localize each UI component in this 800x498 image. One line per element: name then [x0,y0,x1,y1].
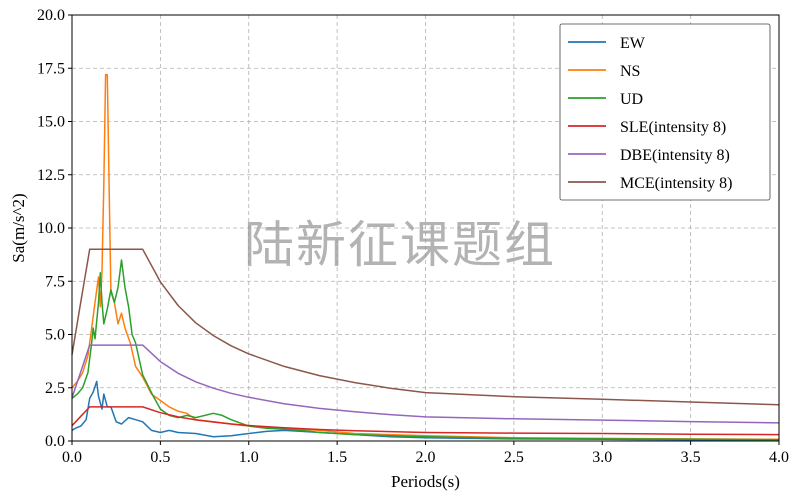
legend-label: DBE(intensity 8) [620,147,730,164]
x-axis-label: Periods(s) [391,472,460,491]
watermark-text: 陆新征课题组 [244,216,556,274]
legend-label: UD [620,91,643,108]
x-tick-label: 1.5 [327,449,347,466]
x-tick-label: 3.5 [681,449,701,466]
x-tick-label: 2.0 [416,449,436,466]
series-line-mce-intensity-8 [71,248,780,406]
legend-label: SLE(intensity 8) [620,119,726,136]
y-tick-label: 12.5 [37,167,65,184]
x-tick-label: 0.5 [150,449,170,466]
legend-box [559,23,771,201]
legend-label: NS [620,63,640,80]
series-line-ud [71,259,780,441]
y-tick-label: 10.0 [37,220,65,237]
series-group [71,73,780,441]
series-line-dbe-intensity-8 [71,344,780,424]
y-tick-label: 7.5 [45,273,65,290]
series-line-sle-intensity-8 [71,406,780,436]
x-tick-label: 1.0 [239,449,259,466]
y-tick-label: 5.0 [45,327,65,344]
axis-ticks: 0.0 0.5 1.0 1.5 2.0 2.5 3.0 3.5 4.0 0.0 2.5 5.0 7.5 1… [37,7,789,466]
legend-label: MCE(intensity 8) [620,175,732,192]
x-tick-label: 4.0 [769,449,789,466]
y-tick-label: 0.0 [45,433,65,450]
y-tick-label: 17.5 [37,60,65,77]
legend: EW NS UD SLE(intensity 8) DBE(intensity 8) MC… [559,23,771,201]
y-tick-label: 20.0 [37,7,65,24]
grid [72,15,779,441]
x-tick-label: 0.0 [62,449,82,466]
x-tick-label: 3.0 [592,449,612,466]
x-tick-label: 2.5 [504,449,524,466]
legend-label: EW [620,35,646,52]
y-axis-label: Sa(m/s^2) [9,193,28,262]
y-tick-label: 15.0 [37,114,65,131]
y-tick-label: 2.5 [45,380,65,397]
